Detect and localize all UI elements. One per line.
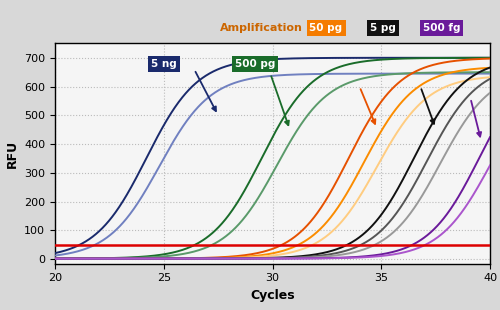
Text: 5 pg: 5 pg <box>370 23 396 33</box>
Text: 500 pg: 500 pg <box>235 59 276 69</box>
Text: 5 ng: 5 ng <box>151 59 176 69</box>
X-axis label: Cycles: Cycles <box>250 289 295 302</box>
Text: Amplification: Amplification <box>220 23 303 33</box>
Text: 50 pg: 50 pg <box>310 23 342 33</box>
Y-axis label: RFU: RFU <box>6 140 18 167</box>
Text: 500 fg: 500 fg <box>422 23 460 33</box>
